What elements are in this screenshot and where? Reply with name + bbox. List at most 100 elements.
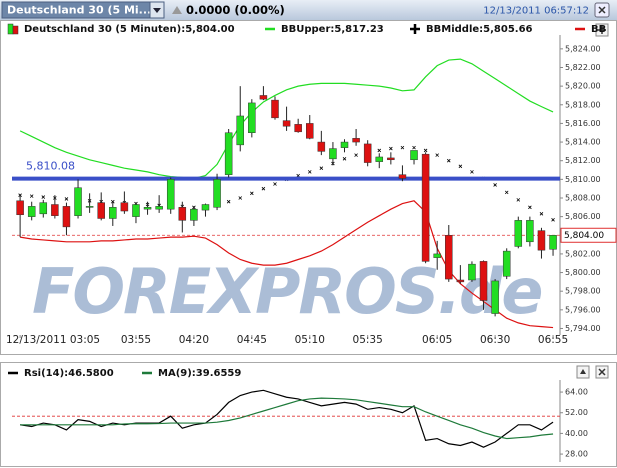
candle-body [201,204,210,211]
x-tick-label: 06:55 [538,334,568,346]
close-icon [598,6,606,14]
y-tick-label: 5,808.00 [565,193,601,202]
y-tick-label: 5,798.00 [565,287,601,296]
band-point [111,199,115,204]
candle-body [166,179,175,210]
candle-body [456,279,465,283]
price-box [560,227,617,243]
y-tick-label: 5,812.00 [565,156,601,165]
instrument-name: Deutschland 30 (5 Mi... [7,4,151,17]
rsi-panel [0,362,617,467]
band-point [307,170,312,174]
band-point [551,218,555,222]
candle-body [306,123,314,139]
band-point [458,164,463,169]
band-point [238,196,243,200]
dropdown-arrow [153,8,161,13]
band-point [273,182,277,186]
x-tick-label: 06:30 [480,334,510,346]
band-point [64,197,69,201]
candle-body [236,115,244,146]
y-tick-label: 5,820.00 [565,82,601,91]
y-tick-label: 5,800.00 [565,268,601,277]
band-point [412,145,416,150]
y-tick-label: 40.00 [565,429,588,438]
band-point [516,198,521,202]
candle-body [248,102,256,133]
band-point [29,194,34,198]
panel-close-icon [598,368,606,376]
candle-body [549,235,557,250]
candle-body [16,200,24,216]
x-tick-label: 05:10 [295,334,325,346]
band-point [226,199,231,204]
candle-body [224,132,233,175]
candle-body [109,207,117,219]
candle-body [502,250,511,277]
series-line [20,397,554,440]
add-icon [598,26,606,34]
x-tick-label: 12/13/2011 03:05 [6,334,100,346]
y-tick-label: 5,796.00 [565,305,601,314]
collapse-icon [580,369,586,374]
band-point [250,191,254,196]
band-point [435,153,439,157]
y-tick-label: 5,816.00 [565,119,601,128]
series-line [19,58,554,180]
y-tick-label: 5,824.00 [565,44,601,53]
main-panel [0,20,617,355]
change-text: 0.0000 (0.00%) [186,3,285,17]
candle-body [468,263,476,281]
band-point [470,170,474,174]
candle-body [74,187,82,216]
band-point [261,186,266,191]
candle-body [213,179,221,208]
candle-body [352,138,360,143]
candle-body [317,141,326,152]
candle-body [294,124,302,133]
band-point [493,183,497,187]
y-tick-label: 5,814.00 [565,138,601,147]
price-label: 5,804.00 [564,231,604,241]
candle-body [85,206,94,208]
legend-label: BBMiddle:5,805.66 [426,24,533,35]
legend-label: BB [591,24,606,35]
y-tick-label: 5,810.00 [565,175,601,184]
band-point [528,205,532,210]
band-point [423,148,428,153]
x-tick-label: 06:05 [422,334,452,346]
band-point [319,166,324,170]
candle-body [387,157,395,161]
y-tick-label: 5,822.00 [565,63,601,72]
candle-body [51,204,59,216]
candle-body [97,202,105,219]
legend-icon [12,25,19,35]
candle-body [282,120,291,127]
candle-body [375,156,384,162]
band-point [377,148,382,153]
legend-icon [7,23,14,35]
candle-body [433,253,441,258]
candle-body [132,204,140,217]
band-point [504,190,509,195]
candle-body [39,202,48,215]
candle-body [363,143,372,163]
level-label: 5,810.08 [26,160,75,173]
x-tick-label: 05:35 [353,334,383,346]
candle-body [491,280,499,314]
band-point [389,146,393,151]
legend-label: Rsi(14):46.5800 [24,368,114,379]
candle-body [410,150,418,161]
candle-body [479,261,488,301]
legend-label: MA(9):39.6559 [158,368,241,379]
candle-body [62,206,71,228]
candle-body [120,202,129,212]
candle-body [27,206,36,217]
x-tick-label: 04:20 [179,334,209,346]
candle-body [340,141,349,148]
band-point [354,153,358,157]
band-point [342,157,347,161]
band-point [41,195,46,199]
candle-body [190,208,198,221]
y-tick-label: 5,806.00 [565,212,601,221]
